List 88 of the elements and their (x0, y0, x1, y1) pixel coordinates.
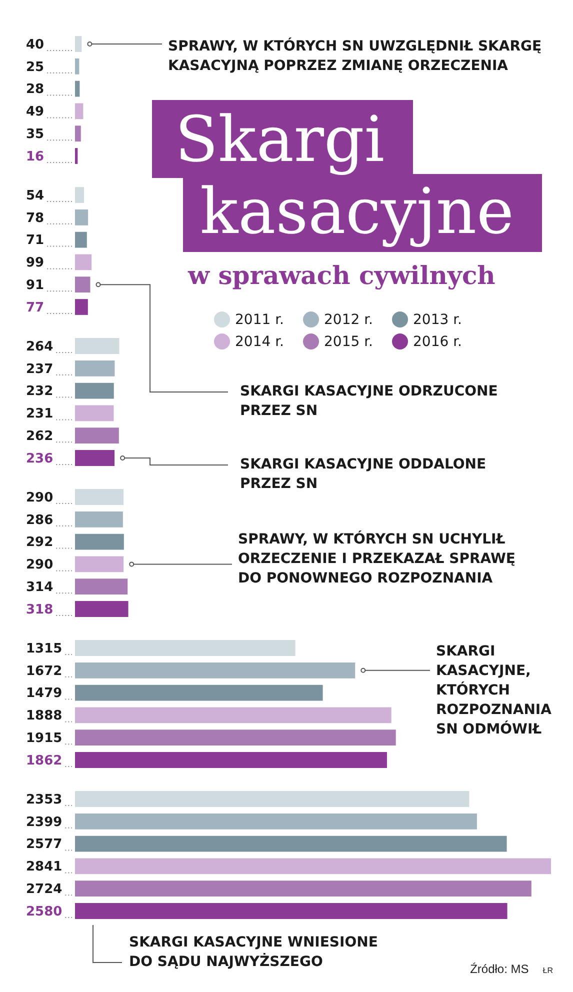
data-label: 2580 (26, 904, 62, 920)
data-label: 314 (26, 580, 54, 595)
bar (75, 450, 115, 466)
bar (75, 730, 396, 746)
bar (75, 489, 124, 505)
bar (75, 428, 119, 444)
data-label: 290 (26, 558, 54, 573)
data-label: 2724 (26, 882, 62, 897)
bar (75, 752, 387, 768)
data-label: 237 (26, 362, 54, 377)
data-label: 40 (26, 37, 44, 52)
data-label: 290 (26, 490, 54, 506)
annotation: SKARGI KASACYJNE ODRZUCONE PRZEZ SN (240, 384, 498, 420)
bar (75, 299, 88, 315)
bar (75, 880, 532, 897)
bar (75, 209, 88, 226)
bar (75, 36, 82, 52)
bar (75, 813, 477, 830)
data-label: 54 (26, 188, 44, 204)
legend-label: 2012 r. (324, 312, 373, 328)
bar (75, 707, 392, 724)
bar (75, 684, 323, 701)
bar (75, 578, 128, 595)
data-label: 1862 (26, 753, 62, 768)
legend-label: 2015 r. (324, 334, 373, 350)
bar (75, 903, 508, 919)
bar (75, 187, 84, 203)
bar (75, 382, 114, 399)
bar (75, 126, 81, 142)
bar (75, 103, 84, 120)
bar (75, 232, 87, 248)
bar (75, 58, 80, 74)
text: Skargi kasacyjne (174, 102, 515, 250)
bar (75, 338, 120, 354)
legend-label: 2013 r. (413, 312, 462, 328)
bar (75, 662, 356, 678)
bar (75, 148, 78, 164)
data-label: 1888 (26, 708, 62, 724)
data-label: 1479 (26, 686, 62, 702)
data-label: 232 (26, 384, 54, 400)
text: ŁR (542, 966, 553, 975)
annotation: SKARGI KASACYJNE ODDALONE PRZEZ SN (240, 456, 486, 492)
bar (75, 276, 90, 293)
data-label: 2353 (26, 792, 62, 808)
data-label: 1915 (26, 730, 62, 746)
data-label: 25 (26, 60, 44, 75)
text: SKARGI KASACYJNE WNIESIONE DO SĄDU NAJWYŻSZEGO (129, 934, 378, 970)
data-label: 236 (26, 451, 54, 466)
text: w sprawach cywilnych (188, 260, 496, 292)
data-label: 77 (26, 300, 44, 316)
data-label: 262 (26, 428, 54, 444)
data-label: 1672 (26, 664, 62, 679)
legend-label: 2016 r. (413, 334, 462, 350)
annotation: SPRAWY, W KTÓRYCH SN UCHYLIŁ ORZECZENIE I PRZEKAZAŁ SPRAWĘ DO PONOWNEGO ROZPOZNANIA (238, 530, 516, 587)
data-label: 318 (26, 602, 54, 618)
data-label: 49 (26, 104, 44, 120)
text: Źródło: MS (470, 962, 529, 976)
bar (75, 80, 80, 97)
data-label: 264 (26, 339, 54, 354)
data-label: 292 (26, 535, 54, 550)
bar (75, 836, 507, 852)
bar (75, 858, 551, 874)
data-label: 71 (26, 233, 44, 248)
legend-label: 2014 r. (235, 334, 284, 350)
bar (75, 791, 470, 807)
data-label: 99 (26, 256, 44, 271)
data-label: 2399 (26, 814, 62, 830)
bar (75, 405, 114, 422)
bar (75, 511, 123, 528)
data-label: 231 (26, 406, 54, 422)
data-label: 35 (26, 126, 44, 142)
data-label: 286 (26, 512, 54, 528)
data-label: 2577 (26, 837, 62, 852)
annotation: SKARGI KASACYJNE, KTÓRYCH ROZPOZNANIA SN ODMÓWIŁ (436, 644, 552, 738)
data-label: 91 (26, 278, 44, 293)
annotation: SPRAWY, W KTÓRYCH SN UWZGLĘDNIŁ SKARGĘ KASACYJNĄ POPRZEZ ZMIANĘ ORZECZENIA (168, 38, 542, 74)
bar (75, 556, 124, 572)
bar (75, 534, 124, 550)
data-label: 78 (26, 210, 44, 226)
bar (75, 360, 115, 376)
data-label: 2841 (26, 860, 62, 875)
legend-label: 2011 r. (235, 312, 284, 328)
bar (75, 601, 128, 617)
data-label: 28 (26, 82, 44, 98)
bar (75, 640, 296, 656)
data-label: 1315 (26, 641, 62, 656)
data-label: 16 (26, 149, 44, 164)
bar (75, 254, 92, 270)
